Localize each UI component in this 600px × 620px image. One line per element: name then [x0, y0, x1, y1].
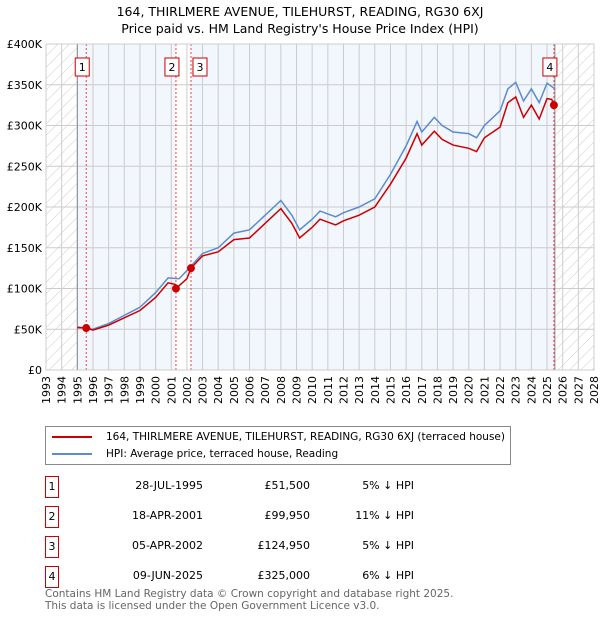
sale-badge	[542, 57, 558, 77]
x-tick-label: 2022	[494, 376, 507, 404]
legend-item-property: 164, THIRLMERE AVENUE, TILEHURST, READIN…	[52, 429, 505, 445]
x-tick-label: 2026	[557, 376, 570, 404]
sale-badge-label: 3	[196, 61, 203, 74]
x-tick-label: 2000	[150, 376, 163, 404]
x-tick-label: 1993	[40, 376, 53, 404]
sale-price: £325,000	[257, 569, 311, 582]
x-tick-label: 2014	[369, 376, 382, 404]
x-tick-label: 2002	[181, 376, 194, 404]
legend-swatch-red	[52, 436, 92, 438]
x-tick-label: 2023	[510, 376, 523, 404]
x-tick-label: 2015	[384, 376, 397, 404]
y-tick-label: £400K	[7, 38, 43, 51]
x-tick-label: 2006	[244, 376, 257, 404]
sale-price: £124,950	[257, 539, 311, 552]
footer-line-2: This data is licensed under the Open Gov…	[45, 599, 380, 612]
x-tick-label: 2019	[447, 376, 460, 404]
x-tick-label: 2025	[541, 376, 554, 404]
sale-number: 1	[45, 476, 59, 498]
y-tick-label: £150K	[7, 242, 43, 255]
x-tick-label: 2021	[478, 376, 491, 404]
x-tick-label: 1997	[103, 376, 116, 404]
legend-item-hpi: HPI: Average price, terraced house, Read…	[52, 446, 338, 462]
series-line	[77, 95, 555, 331]
sale-hpi-diff: 6% ↓ HPI	[362, 569, 414, 582]
sale-badge	[74, 57, 90, 77]
sale-hpi-diff: 11% ↓ HPI	[355, 509, 414, 522]
y-tick-label: £350K	[7, 79, 43, 92]
y-tick-label: £200K	[7, 201, 43, 214]
x-tick-label: 2011	[322, 376, 335, 404]
x-tick-label: 2016	[400, 376, 413, 404]
x-tick-label: 1998	[118, 376, 131, 404]
sale-point	[82, 324, 91, 333]
sale-price: £51,500	[264, 479, 311, 492]
chart-title: 164, THIRLMERE AVENUE, TILEHURST, READIN…	[116, 4, 484, 19]
legend: 164, THIRLMERE AVENUE, TILEHURST, READIN…	[45, 426, 511, 465]
x-tick-label: 2028	[588, 376, 600, 404]
x-tick-label: 1996	[87, 376, 100, 404]
sale-point	[171, 284, 180, 293]
x-tick-label: 2018	[431, 376, 444, 404]
x-tick-label: 2017	[416, 376, 429, 404]
x-tick-label: 2004	[212, 376, 225, 404]
x-tick-label: 2027	[572, 376, 585, 404]
sale-badge	[164, 57, 180, 77]
sale-date: 09-JUN-2025	[132, 569, 203, 582]
y-tick-label: £0	[28, 364, 42, 377]
x-tick-label: 2020	[463, 376, 476, 404]
footer: Contains HM Land Registry data © Crown c…	[45, 588, 454, 612]
plot-area: 1993 1994 1995 1996 1997 1998 1999 2000 2001 2002…	[7, 38, 600, 404]
sale-badge	[192, 57, 208, 77]
x-tick-label: 2013	[353, 376, 366, 404]
series-line	[77, 81, 556, 331]
y-tick-label: £250K	[7, 160, 43, 173]
x-tick-label: 2024	[525, 376, 538, 404]
sale-badge-label: 2	[168, 61, 175, 74]
footer-line-1: Contains HM Land Registry data © Crown c…	[45, 588, 454, 600]
legend-label: 164, THIRLMERE AVENUE, TILEHURST, READIN…	[106, 431, 505, 443]
sale-date: 28-JUL-1995	[135, 479, 203, 492]
x-tick-label: 1994	[56, 376, 69, 404]
x-tick-label: 2012	[337, 376, 350, 404]
sale-number: 2	[45, 506, 59, 528]
y-tick-label: £300K	[7, 120, 43, 133]
sale-hpi-diff: 5% ↓ HPI	[362, 479, 414, 492]
sale-number: 4	[45, 566, 59, 588]
sale-point	[549, 101, 558, 110]
y-tick-label: £50K	[14, 323, 43, 336]
x-tick-label: 2010	[306, 376, 319, 404]
sale-badge-label: 4	[546, 61, 553, 74]
sale-badge-label: 1	[79, 61, 86, 74]
legend-swatch-blue	[52, 453, 92, 455]
x-tick-label: 2007	[259, 376, 272, 404]
sale-hpi-diff: 5% ↓ HPI	[362, 539, 414, 552]
sale-point	[186, 264, 195, 273]
x-tick-label: 1999	[134, 376, 147, 404]
x-tick-label: 2005	[228, 376, 241, 404]
sale-price: £99,950	[264, 509, 311, 522]
sale-date: 05-APR-2002	[131, 539, 203, 552]
sale-number: 3	[45, 536, 59, 558]
legend-label: HPI: Average price, terraced house, Read…	[106, 448, 339, 460]
x-tick-label: 2003	[197, 376, 210, 404]
x-tick-label: 2001	[165, 376, 178, 404]
x-tick-label: 1995	[71, 376, 84, 404]
x-tick-label: 2009	[291, 376, 304, 404]
sale-date: 18-APR-2001	[131, 509, 203, 522]
x-tick-label: 2008	[275, 376, 288, 404]
y-tick-label: £100K	[7, 283, 43, 296]
plot-border	[45, 43, 595, 371]
chart-subtitle: Price paid vs. HM Land Registry's House …	[121, 21, 479, 36]
